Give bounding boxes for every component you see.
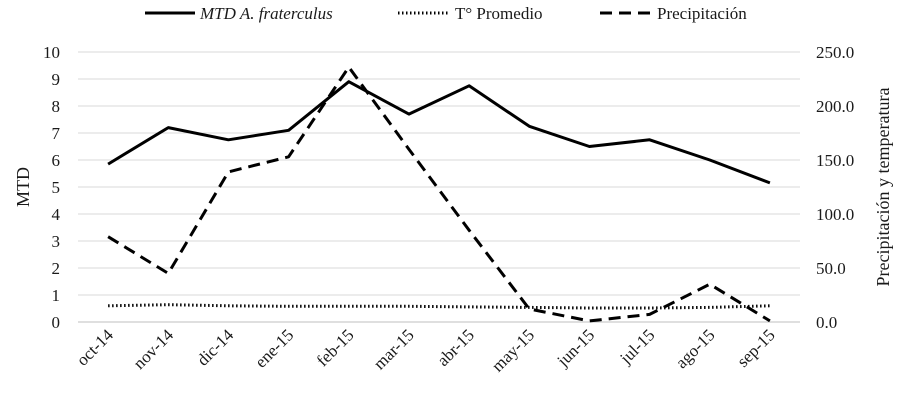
left-axis-ticks: 0 1 2 3 4 5 6 7 8 9 10: [43, 43, 61, 332]
left-tick-label: 10: [43, 43, 60, 62]
x-tick-label: oct-14: [73, 325, 117, 369]
x-tick-label: ago-15: [672, 325, 719, 372]
left-tick-label: 7: [52, 124, 61, 143]
right-tick-label: 0.0: [816, 313, 837, 332]
right-tick-label: 250.0: [816, 43, 854, 62]
series-lines: [107, 65, 771, 323]
x-tick-label: feb-15: [313, 325, 358, 370]
x-axis-ticks: oct-14 nov-14 dic-14 ene-15 feb-15 mar-15 abr-…: [73, 325, 779, 376]
right-tick-label: 200.0: [816, 97, 854, 116]
left-tick-label: 2: [52, 259, 61, 278]
left-tick-label: 8: [52, 97, 61, 116]
x-tick-label: dic-14: [193, 325, 237, 369]
x-tick-label: may-15: [488, 325, 538, 375]
right-tick-label: 100.0: [816, 205, 854, 224]
x-tick-label: ene-15: [251, 325, 297, 371]
left-tick-label: 9: [52, 70, 61, 89]
left-tick-label: 0: [52, 313, 61, 332]
right-axis-ticks: 0.0 50.0 100.0 150.0 200.0 250.0: [816, 43, 854, 332]
right-tick-label: 150.0: [816, 151, 854, 170]
series-line-precip: [107, 65, 771, 323]
gridlines: [78, 51, 800, 323]
y-axis-title: MTD: [13, 167, 33, 207]
x-tick-label: mar-15: [370, 325, 418, 373]
series-line-mtd: [107, 80, 771, 185]
x-tick-label: nov-14: [130, 325, 178, 373]
legend-label-mtd: MTD A. fraterculus: [199, 4, 333, 23]
right-tick-label: 50.0: [816, 259, 846, 278]
left-tick-label: 4: [52, 205, 61, 224]
x-tick-label: abr-15: [433, 325, 478, 370]
left-tick-label: 6: [52, 151, 61, 170]
left-tick-label: 1: [52, 286, 61, 305]
left-tick-label: 3: [52, 232, 61, 251]
legend: MTD A. fraterculus T° Promedio Precipita…: [145, 4, 747, 23]
y2-axis-title: Precipitación y temperatura: [873, 88, 893, 287]
x-tick-label: sep-15: [733, 325, 778, 370]
legend-label-temp: T° Promedio: [455, 4, 543, 23]
left-tick-label: 5: [52, 178, 61, 197]
x-tick-label: jul-15: [616, 325, 659, 368]
legend-label-precip: Precipitación: [657, 4, 747, 23]
x-tick-label: jun-15: [553, 325, 599, 371]
